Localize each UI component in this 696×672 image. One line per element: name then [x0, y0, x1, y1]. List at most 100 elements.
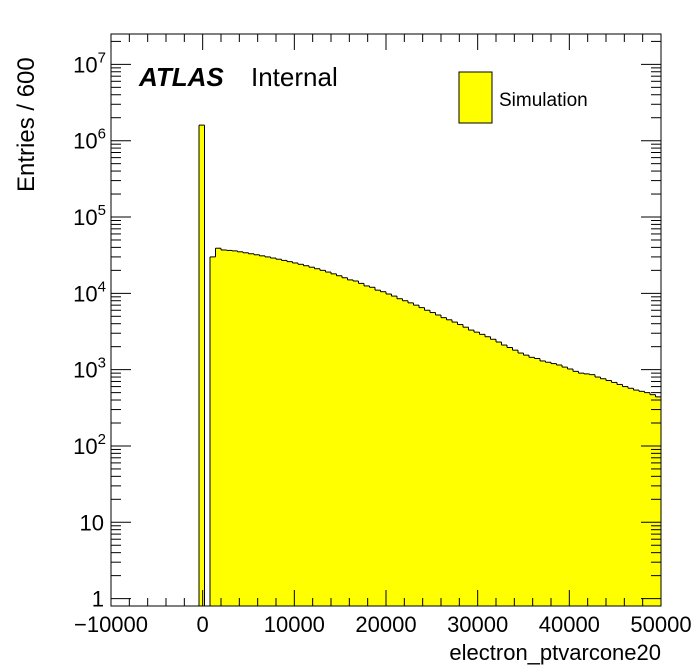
histogram-bar	[474, 332, 480, 606]
histogram-bar	[518, 353, 524, 606]
y-tick-label: 103	[73, 355, 106, 383]
x-tick-label: 20000	[355, 612, 416, 637]
histogram-bar	[221, 249, 227, 606]
histogram-bar	[512, 350, 518, 606]
histogram-bar	[364, 285, 370, 606]
histogram-bar	[452, 322, 458, 606]
histogram-bar	[320, 270, 326, 606]
histogram-bar	[254, 254, 260, 606]
histogram-bar	[237, 251, 243, 606]
histogram-bar	[617, 384, 623, 606]
atlas-label: ATLAS	[138, 62, 224, 92]
histogram-bar	[309, 267, 315, 606]
legend-swatch	[458, 71, 493, 124]
histogram-bar	[391, 296, 397, 606]
histogram-bar	[589, 374, 595, 606]
histogram-bar	[424, 310, 430, 606]
histogram-bar	[551, 363, 557, 606]
histogram-bar	[584, 373, 590, 606]
histogram-bar	[369, 287, 375, 606]
histogram-bar	[380, 291, 386, 606]
histogram-bar	[655, 396, 661, 606]
histogram-bar	[485, 336, 491, 606]
histogram-bar	[573, 371, 579, 606]
histogram-bar	[479, 334, 485, 606]
histogram-bar	[441, 317, 447, 606]
histogram-bar	[358, 283, 364, 606]
histogram-bar	[644, 392, 650, 606]
histogram-bar	[386, 293, 392, 606]
x-tick-label: 0	[197, 612, 209, 637]
histogram-bar	[259, 255, 265, 606]
histogram-bar	[490, 339, 496, 606]
histogram-bar	[270, 258, 276, 606]
histogram-bar	[199, 125, 205, 606]
histogram-bar	[501, 345, 507, 606]
histogram-bar	[633, 390, 639, 606]
histogram-bar	[232, 250, 238, 606]
histogram-bar	[611, 382, 617, 606]
legend: Simulation	[458, 71, 588, 124]
y-tick-label: 105	[73, 202, 106, 230]
histogram-bar	[639, 391, 645, 606]
histogram-bar	[534, 358, 540, 606]
histogram-bar	[430, 312, 436, 606]
x-axis-ticks	[110, 34, 662, 606]
histogram-bar	[248, 253, 254, 606]
histogram-bar	[529, 357, 535, 606]
y-axis-ticks	[111, 40, 661, 600]
histogram-bar	[463, 327, 469, 606]
histogram-bar	[419, 307, 425, 606]
x-tick-label: 50000	[630, 612, 691, 637]
histogram-bar	[507, 347, 513, 606]
histogram-bar	[287, 261, 293, 606]
histogram-bar	[606, 380, 612, 606]
histogram-bar	[325, 272, 331, 606]
x-tick-label: −10000	[74, 612, 148, 637]
histogram-bar	[298, 264, 304, 606]
histogram-bar	[622, 386, 628, 606]
histogram-bar	[578, 373, 584, 606]
histogram-bar	[353, 281, 359, 606]
x-tick-label: 10000	[264, 612, 325, 637]
y-axis-label: Entries / 600	[13, 57, 40, 192]
legend-label: Simulation	[499, 90, 588, 111]
histogram-bars	[198, 124, 661, 607]
histogram-bar	[457, 324, 463, 606]
histogram-bar	[303, 265, 309, 606]
histogram-bar	[226, 250, 232, 607]
histogram-bar	[314, 268, 320, 606]
histogram-bar	[342, 277, 348, 606]
histogram-bar	[281, 260, 287, 606]
histogram-bar	[545, 362, 551, 606]
histogram-bar	[523, 355, 529, 606]
y-tick-label: 107	[73, 49, 106, 77]
histogram-bar	[556, 365, 562, 606]
y-tick-label: 106	[73, 126, 106, 154]
histogram-bar	[402, 300, 408, 606]
histogram-bar	[215, 248, 221, 606]
histogram-bar	[408, 302, 414, 606]
histogram-bar	[540, 360, 546, 606]
histogram-bar	[413, 305, 419, 606]
histogram-bar	[567, 368, 573, 606]
histogram-bar	[496, 342, 502, 606]
y-tick-label: 10	[80, 510, 104, 535]
x-axis-tick-labels: −10000 0 10000 20000 30000 40000 50000	[74, 612, 692, 637]
histogram-bar	[265, 256, 271, 606]
y-tick-label: 104	[73, 278, 106, 306]
histogram-bar	[468, 330, 474, 606]
histogram-bar	[650, 394, 656, 606]
histogram-bar	[243, 252, 249, 606]
histogram-bar	[446, 319, 452, 606]
y-tick-label: 1	[92, 587, 104, 612]
histogram-bar	[435, 315, 441, 606]
histogram-bar	[628, 388, 634, 606]
x-tick-label: 40000	[539, 612, 600, 637]
histogram-bar	[331, 273, 337, 606]
histogram-bar	[595, 377, 601, 606]
internal-label: Internal	[251, 62, 338, 92]
x-tick-label: 30000	[447, 612, 508, 637]
histogram-bar	[375, 290, 381, 606]
